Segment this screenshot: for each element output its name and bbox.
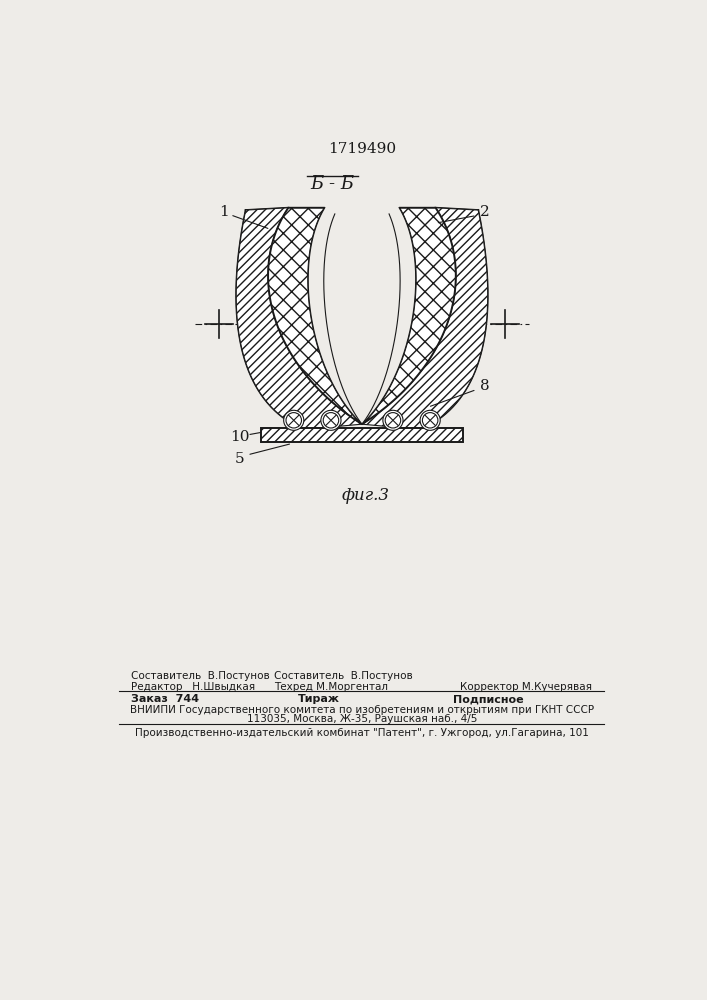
Circle shape (286, 413, 301, 428)
Circle shape (420, 410, 440, 430)
Circle shape (383, 410, 403, 430)
Text: Заказ  744: Заказ 744 (131, 694, 199, 704)
Text: 1719490: 1719490 (328, 142, 396, 156)
Circle shape (284, 410, 304, 430)
Text: Техред М.Моргентал: Техред М.Моргентал (274, 682, 388, 692)
Text: Б - Б: Б - Б (310, 175, 355, 193)
Polygon shape (362, 208, 488, 430)
Text: 10: 10 (230, 430, 250, 444)
Text: Производственно-издательский комбинат "Патент", г. Ужгород, ул.Гагарина, 101: Производственно-издательский комбинат "П… (135, 728, 589, 738)
Text: Тираж: Тираж (298, 694, 339, 704)
Text: Подписное: Подписное (452, 694, 523, 704)
Text: 1: 1 (219, 205, 229, 219)
Polygon shape (236, 208, 362, 430)
Circle shape (422, 413, 438, 428)
Circle shape (385, 413, 401, 428)
Text: Редактор   Н.Швыдкая: Редактор Н.Швыдкая (131, 682, 255, 692)
Circle shape (321, 410, 341, 430)
Text: фиг.3: фиг.3 (341, 487, 390, 504)
Text: 8: 8 (479, 379, 489, 393)
Text: Составитель  В.Постунов: Составитель В.Постунов (274, 671, 413, 681)
Text: 5: 5 (235, 452, 245, 466)
Bar (261, 428, 462, 442)
Polygon shape (268, 208, 362, 424)
Text: 113035, Москва, Ж-35, Раушская наб., 4/5: 113035, Москва, Ж-35, Раушская наб., 4/5 (247, 714, 477, 724)
Text: Составитель  В.Постунов: Составитель В.Постунов (131, 671, 270, 681)
Circle shape (323, 413, 339, 428)
Polygon shape (362, 208, 456, 424)
Text: ВНИИПИ Государственного комитета по изобретениям и открытиям при ГКНТ СССР: ВНИИПИ Государственного комитета по изоб… (130, 705, 594, 715)
Text: 2: 2 (479, 205, 489, 219)
Text: Корректор М.Кучерявая: Корректор М.Кучерявая (460, 682, 592, 692)
Polygon shape (308, 208, 416, 424)
